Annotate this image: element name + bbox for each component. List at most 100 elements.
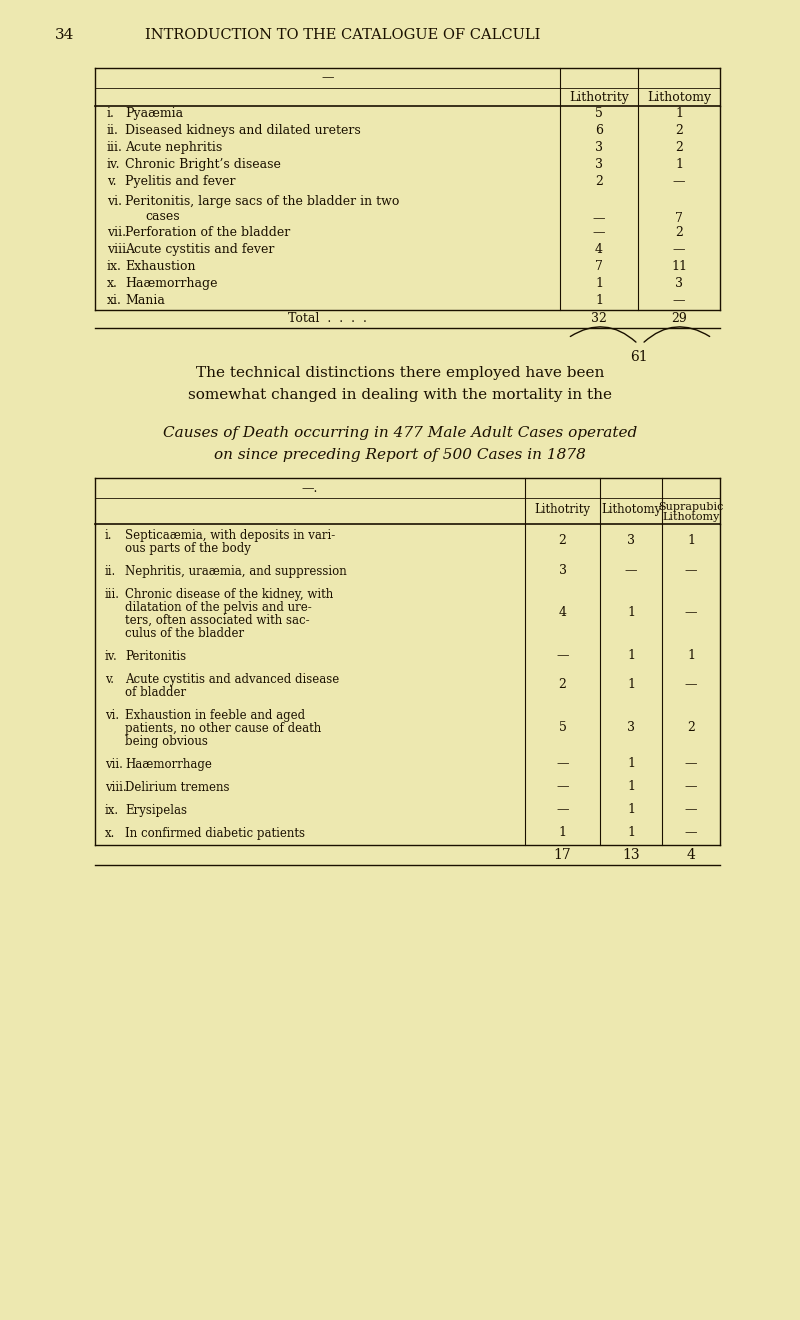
Text: Septicaæmia, with deposits in vari-: Septicaæmia, with deposits in vari-: [125, 529, 335, 543]
Text: Suprapubic: Suprapubic: [658, 502, 724, 512]
Text: iii.: iii.: [107, 141, 123, 154]
Text: 1: 1: [627, 780, 635, 793]
Text: 4: 4: [595, 243, 603, 256]
Text: culus of the bladder: culus of the bladder: [125, 627, 244, 640]
Text: 1: 1: [627, 803, 635, 816]
Text: 3: 3: [675, 277, 683, 290]
Text: Chronic Bright’s disease: Chronic Bright’s disease: [125, 158, 281, 172]
Text: 61: 61: [630, 350, 648, 364]
Text: Lithotomy: Lithotomy: [601, 503, 661, 516]
Text: v.: v.: [105, 673, 114, 686]
Text: Acute cystitis and advanced disease: Acute cystitis and advanced disease: [125, 673, 339, 686]
Text: —: —: [685, 678, 698, 692]
Text: 6: 6: [595, 124, 603, 137]
Text: Peritonitis, large sacs of the bladder in two: Peritonitis, large sacs of the bladder i…: [125, 195, 399, 209]
Text: —: —: [593, 226, 606, 239]
Text: —: —: [685, 803, 698, 816]
Text: —: —: [685, 564, 698, 577]
Text: —: —: [556, 780, 569, 793]
Text: i.: i.: [107, 107, 115, 120]
Text: INTRODUCTION TO THE CATALOGUE OF CALCULI: INTRODUCTION TO THE CATALOGUE OF CALCULI: [145, 28, 540, 42]
Text: 1: 1: [627, 756, 635, 770]
Text: —: —: [673, 294, 686, 308]
Text: 3: 3: [558, 564, 566, 577]
Text: 2: 2: [687, 721, 695, 734]
Text: Lithotrity: Lithotrity: [534, 503, 590, 516]
Text: 3: 3: [627, 535, 635, 548]
Text: Acute cystitis and fever: Acute cystitis and fever: [125, 243, 274, 256]
Text: —: —: [673, 176, 686, 187]
Text: cases: cases: [145, 210, 180, 223]
Text: ix.: ix.: [107, 260, 122, 273]
Text: 1: 1: [627, 649, 635, 663]
Text: 3: 3: [595, 141, 603, 154]
Text: Peritonitis: Peritonitis: [125, 649, 186, 663]
Text: —: —: [556, 803, 569, 816]
Text: dilatation of the pelvis and ure-: dilatation of the pelvis and ure-: [125, 601, 312, 614]
Text: Lithotomy: Lithotomy: [662, 512, 720, 521]
Text: iii.: iii.: [105, 587, 120, 601]
Text: 3: 3: [595, 158, 603, 172]
Text: being obvious: being obvious: [125, 735, 208, 748]
Text: vi.: vi.: [107, 195, 122, 209]
Text: patients, no other cause of death: patients, no other cause of death: [125, 722, 322, 735]
Text: —: —: [556, 649, 569, 663]
Text: 29: 29: [671, 312, 687, 325]
Text: Delirium tremens: Delirium tremens: [125, 781, 230, 795]
Text: 1: 1: [595, 277, 603, 290]
Text: 1: 1: [675, 158, 683, 172]
Text: vii.: vii.: [107, 226, 126, 239]
Text: viii.: viii.: [105, 781, 126, 795]
Text: —: —: [625, 564, 638, 577]
Text: 4: 4: [686, 847, 695, 862]
Text: —: —: [673, 243, 686, 256]
Text: 1: 1: [627, 606, 635, 619]
Text: The technical distinctions there employed have been: The technical distinctions there employe…: [196, 366, 604, 380]
Text: Pyelitis and fever: Pyelitis and fever: [125, 176, 235, 187]
Text: 1: 1: [675, 107, 683, 120]
Text: Perforation of the bladder: Perforation of the bladder: [125, 226, 290, 239]
Text: ix.: ix.: [105, 804, 119, 817]
Text: on since preceding Report of 500 Cases in 1878: on since preceding Report of 500 Cases i…: [214, 447, 586, 462]
Text: vi.: vi.: [105, 709, 119, 722]
Text: Haæmorrhage: Haæmorrhage: [125, 758, 212, 771]
Text: 2: 2: [675, 141, 683, 154]
Text: —: —: [685, 826, 698, 840]
Text: of bladder: of bladder: [125, 686, 186, 700]
Text: vii.: vii.: [105, 758, 123, 771]
Text: i.: i.: [105, 529, 113, 543]
Text: x.: x.: [107, 277, 118, 290]
Text: Mania: Mania: [125, 294, 165, 308]
Text: 2: 2: [675, 226, 683, 239]
Text: viii.: viii.: [107, 243, 130, 256]
Text: xi.: xi.: [107, 294, 122, 308]
Text: 1: 1: [627, 826, 635, 840]
Text: In confirmed diabetic patients: In confirmed diabetic patients: [125, 828, 305, 840]
Text: Exhaustion: Exhaustion: [125, 260, 195, 273]
Text: 5: 5: [558, 721, 566, 734]
Text: Exhaustion in feeble and aged: Exhaustion in feeble and aged: [125, 709, 305, 722]
Text: 1: 1: [687, 649, 695, 663]
Text: Acute nephritis: Acute nephritis: [125, 141, 222, 154]
Text: 13: 13: [622, 847, 640, 862]
Text: Chronic disease of the kidney, with: Chronic disease of the kidney, with: [125, 587, 334, 601]
Text: ii.: ii.: [107, 124, 119, 137]
Text: Lithotomy: Lithotomy: [647, 91, 711, 104]
Text: Lithotrity: Lithotrity: [569, 91, 629, 104]
Text: 1: 1: [595, 294, 603, 308]
Text: 2: 2: [595, 176, 603, 187]
Text: 5: 5: [595, 107, 603, 120]
Text: 2: 2: [558, 535, 566, 548]
Text: x.: x.: [105, 828, 115, 840]
Text: —: —: [556, 756, 569, 770]
Text: —: —: [322, 71, 334, 84]
Text: Total  .  .  .  .: Total . . . .: [288, 312, 367, 325]
Text: somewhat changed in dealing with the mortality in the: somewhat changed in dealing with the mor…: [188, 388, 612, 403]
Text: ii.: ii.: [105, 565, 116, 578]
Text: 3: 3: [627, 721, 635, 734]
Text: 1: 1: [627, 678, 635, 692]
Text: iv.: iv.: [105, 649, 118, 663]
Text: Nephritis, uraæmia, and suppression: Nephritis, uraæmia, and suppression: [125, 565, 346, 578]
Text: ters, often associated with sac-: ters, often associated with sac-: [125, 614, 310, 627]
Text: 34: 34: [55, 28, 74, 42]
